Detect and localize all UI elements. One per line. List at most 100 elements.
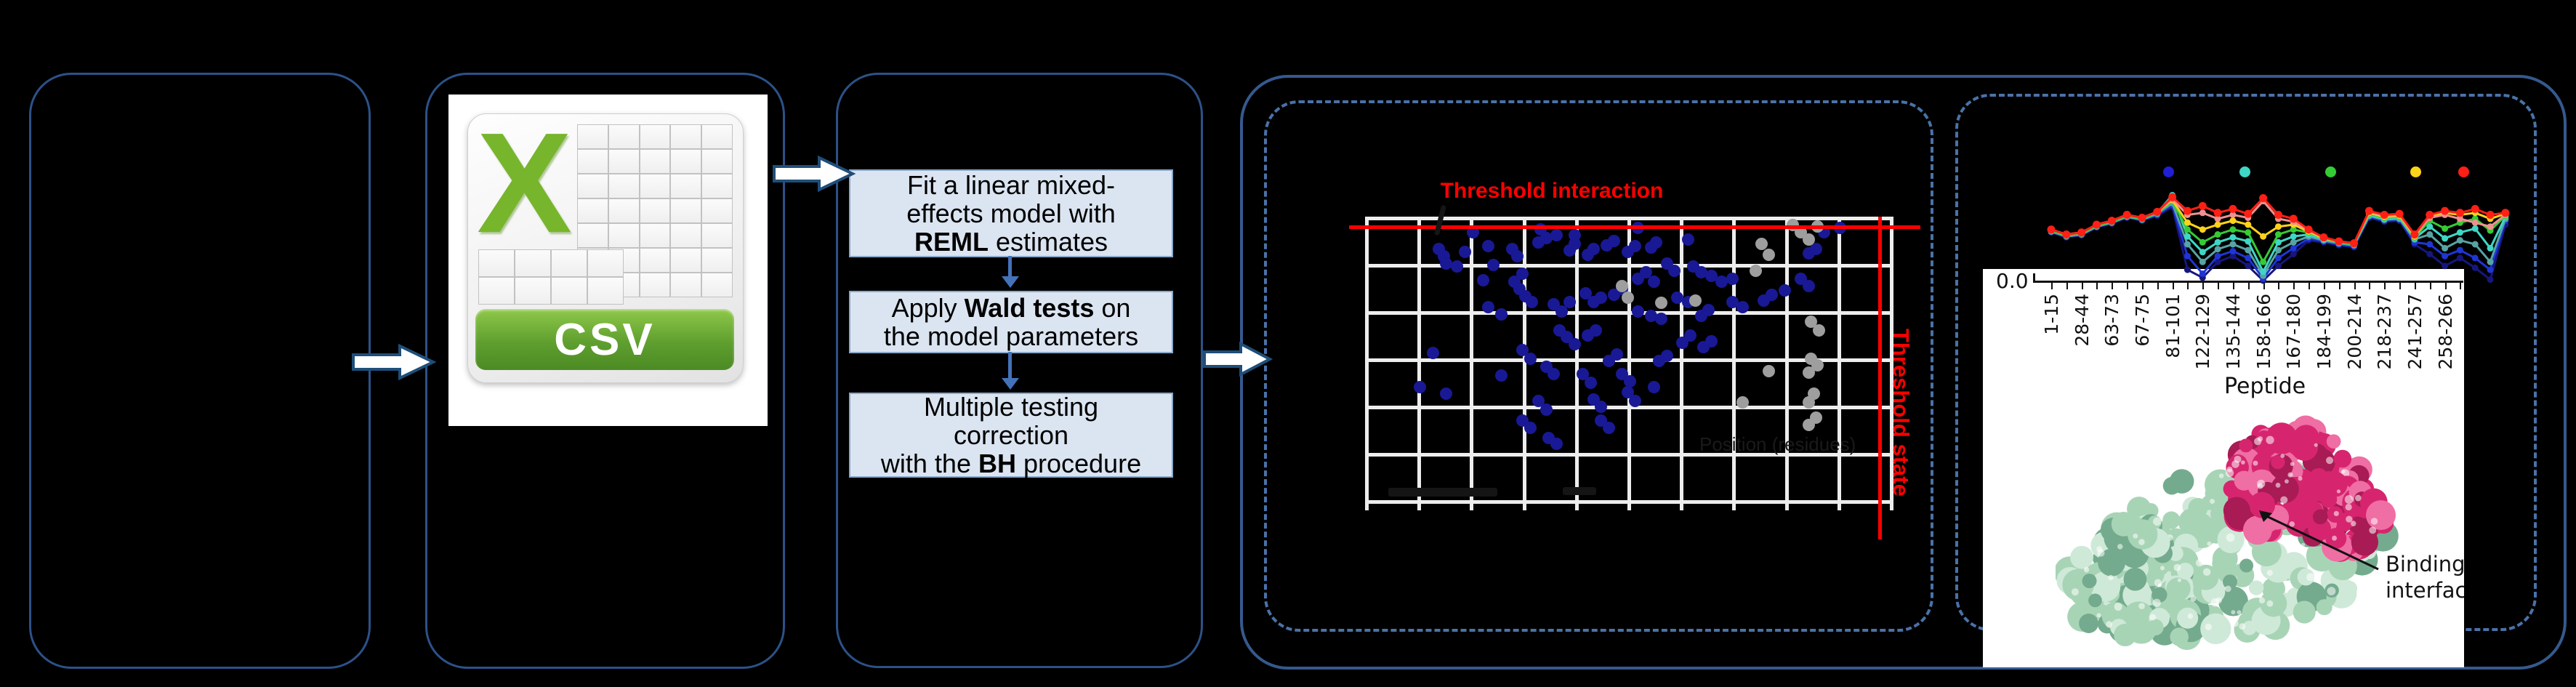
scatter-point	[1668, 264, 1681, 277]
grid-cell	[577, 198, 608, 223]
protein-surface-bump	[2176, 562, 2194, 579]
series-marker	[2183, 266, 2191, 273]
series-marker	[2456, 215, 2463, 222]
scatter-point	[1524, 352, 1537, 365]
tick-stub	[1470, 500, 1474, 510]
series-marker	[2442, 225, 2449, 232]
series-marker	[2047, 225, 2056, 234]
series-marker	[2380, 211, 2388, 219]
scatter-point	[1726, 295, 1739, 308]
series-marker	[2442, 252, 2449, 260]
series-marker	[2471, 254, 2479, 262]
threshold-interaction-line	[1349, 225, 1920, 229]
protein-highlight	[2253, 438, 2262, 446]
scatter-point	[1590, 324, 1603, 337]
scatter-point	[1750, 264, 1763, 277]
threshold-interaction-label: Threshold interaction	[1440, 179, 1664, 203]
axis-tick	[2369, 283, 2371, 289]
step-text: effects model with	[906, 198, 1116, 228]
scatter-point	[1763, 249, 1776, 262]
series-marker	[2364, 206, 2373, 215]
series-marker	[2350, 239, 2359, 248]
grid-cell	[670, 198, 702, 223]
protein-highlight	[2280, 454, 2285, 459]
series-marker	[2259, 194, 2268, 203]
scatter-point	[1550, 437, 1563, 450]
grid-cell	[639, 273, 671, 297]
series-marker	[2199, 226, 2206, 233]
series-marker	[2487, 223, 2494, 230]
series-marker	[2290, 233, 2297, 240]
protein-highlight	[2314, 443, 2318, 447]
grid-cell	[701, 124, 733, 149]
legend-dot-0	[2163, 166, 2174, 177]
binding-interface-callout-arrow	[2259, 510, 2379, 571]
scatter-point	[1655, 312, 1668, 325]
protein-highlight	[2333, 510, 2339, 517]
scatter-point	[1715, 276, 1728, 289]
protein-highlight	[2106, 621, 2113, 628]
axis-tick	[2354, 283, 2356, 289]
scatter-point	[1660, 349, 1673, 362]
protein-highlight	[2332, 535, 2338, 541]
protein-highlight	[2205, 623, 2212, 631]
protein-highlight	[2346, 515, 2353, 523]
grid-cell	[478, 277, 515, 305]
protein-surface-bump	[2223, 574, 2237, 590]
scatter-point	[1736, 301, 1750, 314]
protein-highlight	[2108, 574, 2114, 581]
protein-highlight	[2258, 597, 2266, 604]
series-marker	[2471, 264, 2479, 271]
scatter-point	[1440, 257, 1453, 270]
protein-surface-bump	[2271, 455, 2285, 470]
protein-highlight	[2290, 462, 2295, 467]
protein-highlight	[2284, 479, 2289, 484]
grid-cell	[478, 249, 515, 277]
step-text: BH	[978, 449, 1016, 478]
scatter-point	[1813, 324, 1826, 337]
series-marker	[2213, 209, 2222, 217]
scatter-point	[1526, 295, 1539, 308]
panel-csv-data	[425, 73, 785, 669]
scatter-point	[1608, 234, 1621, 247]
tick-stub	[1627, 500, 1631, 510]
axis-tick	[2444, 283, 2447, 289]
grid-cell	[608, 124, 640, 149]
series-marker	[2183, 226, 2191, 233]
scatter-point	[1579, 286, 1592, 300]
peptide-label: 63-73	[2101, 294, 2123, 347]
flow-arrow-2	[773, 156, 856, 192]
scatter-point	[1414, 380, 1427, 393]
scatter-plot-area	[1365, 217, 1893, 510]
csv-file-icon: X CSV	[467, 113, 744, 383]
legend-dot-3	[2410, 166, 2421, 177]
axis-tick	[2172, 283, 2174, 289]
series-marker	[2199, 238, 2206, 246]
scatter-point	[1584, 376, 1597, 389]
series-marker	[2245, 254, 2252, 262]
scatter-point	[1577, 367, 1590, 380]
grid-cell	[701, 273, 733, 297]
series-marker	[2290, 244, 2297, 252]
protein-highlight	[2173, 563, 2181, 571]
protein-surface-bump	[2114, 623, 2137, 647]
axis-tick	[2081, 283, 2083, 289]
protein-highlight	[2298, 476, 2303, 481]
protein-highlight	[2301, 542, 2306, 547]
grid-cell	[701, 223, 733, 248]
scatter-point	[1621, 291, 1634, 304]
series-marker	[2214, 221, 2221, 228]
series-marker	[2486, 211, 2495, 219]
protein-highlight	[2096, 613, 2101, 618]
protein-highlight	[2154, 579, 2162, 587]
protein-highlight	[2344, 495, 2354, 504]
series-marker	[2456, 237, 2463, 244]
series-marker	[2304, 225, 2313, 234]
legend-dot-2	[2325, 166, 2336, 177]
series-marker	[2290, 238, 2297, 246]
protein-surface-bump	[2239, 558, 2254, 573]
series-marker	[2183, 252, 2191, 260]
panel-empty-input	[29, 73, 371, 669]
series-marker	[2168, 193, 2177, 201]
protein-surface-bump	[2316, 475, 2339, 497]
